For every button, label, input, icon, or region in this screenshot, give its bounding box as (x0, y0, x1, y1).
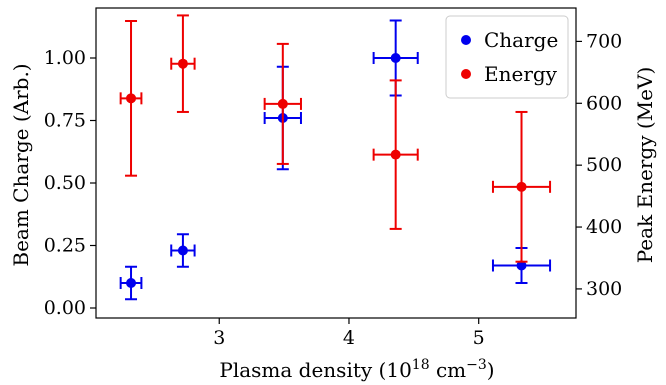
data-marks (119, 14, 552, 301)
data-point (516, 260, 527, 271)
y2-axis-title: Peak Energy (MeV) (633, 67, 657, 264)
series-energy (119, 14, 552, 263)
y2-tick-label: 600 (586, 92, 622, 114)
y2-tick-label: 500 (586, 154, 622, 176)
series-charge (119, 19, 552, 301)
legend-box (445, 15, 569, 99)
y-tick-label: 0.75 (44, 110, 86, 132)
data-point (177, 245, 188, 256)
data-point (177, 58, 188, 69)
y-tick-label: 0.25 (44, 235, 86, 257)
x-axis-title: Plasma density (1018 cm−3) (219, 357, 494, 382)
y-axis-title: Beam Charge (Arb.) (9, 63, 33, 266)
y-tick-label: 1.00 (44, 47, 86, 69)
y-tick-label: 0.50 (44, 172, 86, 194)
x-tick-label: 5 (473, 327, 485, 349)
x-tick-label: 3 (213, 327, 225, 349)
data-point (277, 98, 288, 109)
legend-marker (461, 35, 471, 45)
x-tick-label: 4 (343, 327, 355, 349)
data-point (126, 93, 137, 104)
data-point (390, 149, 401, 160)
y2-tick-label: 300 (586, 278, 622, 300)
y-tick-label: 0.00 (44, 297, 86, 319)
plot-frame (95, 7, 577, 319)
data-point (126, 278, 137, 288)
legend-marker (461, 69, 471, 79)
axes: 3 4 5 0.00 0.25 0.50 0.75 1.00 300 400 500 600 700 (44, 30, 623, 349)
data-point (516, 181, 527, 192)
legend-label: Charge (484, 28, 558, 52)
data-point (390, 53, 401, 63)
legend-label: Energy (484, 62, 558, 86)
y2-tick-label: 700 (586, 30, 622, 52)
y2-tick-label: 400 (586, 216, 622, 238)
legend: Charge Energy (445, 15, 569, 99)
